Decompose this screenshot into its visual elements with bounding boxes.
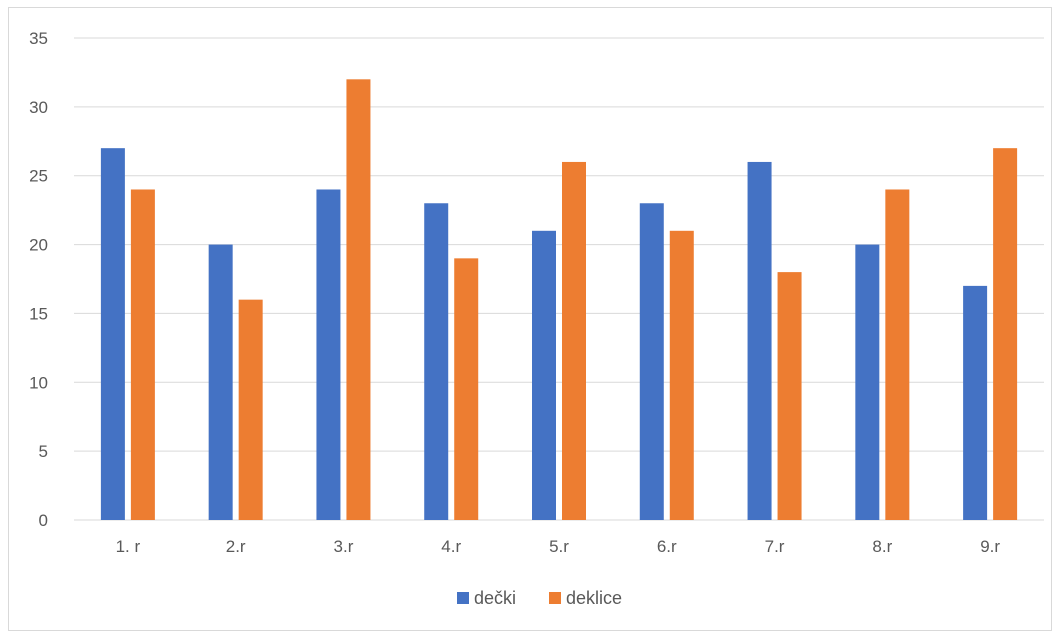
x-tick-label: 2.r [226, 537, 246, 556]
bar-decki [747, 161, 772, 520]
x-tick-label: 3.r [334, 537, 354, 556]
x-tick-label: 7.r [765, 537, 785, 556]
y-tick-label: 20 [29, 236, 48, 255]
bar-deklice [993, 148, 1018, 520]
y-tick-label: 35 [29, 29, 48, 48]
legend-swatch [457, 592, 469, 604]
bar-decki [639, 203, 664, 520]
bar-decki [532, 230, 556, 521]
gridlines [74, 37, 1044, 521]
x-tick-label: 1. r [116, 537, 141, 556]
x-tick-label: 6.r [657, 537, 677, 556]
y-axis-ticks: 0 5 10 15 20 25 30 35 [29, 29, 48, 530]
bar-deklice [885, 189, 910, 520]
y-tick-label: 5 [39, 442, 48, 461]
y-tick-label: 15 [29, 304, 48, 323]
y-tick-label: 0 [39, 511, 48, 530]
bar-decki [316, 189, 341, 520]
bar-deklice [346, 79, 371, 521]
bar-deklice [238, 299, 263, 520]
bar-deklice [562, 161, 586, 520]
y-tick-label: 10 [29, 373, 48, 392]
bar-decki [424, 203, 449, 520]
bar-decki [208, 244, 233, 521]
bar-decki [963, 285, 988, 520]
legend: dečki deklice [457, 588, 622, 608]
x-tick-label: 9.r [980, 537, 1000, 556]
bar-decki [100, 148, 125, 520]
x-axis-ticks: 1. r 2.r 3.r 4.r 5.r 6.r 7.r 8.r 9.r [116, 537, 1001, 556]
x-tick-label: 4.r [441, 537, 461, 556]
bar-deklice [777, 272, 802, 520]
bar-deklice [130, 189, 155, 520]
legend-label: deklice [566, 588, 622, 608]
bars [100, 79, 1018, 521]
bar-deklice [669, 230, 694, 521]
y-tick-label: 30 [29, 98, 48, 117]
legend-label: dečki [474, 588, 516, 608]
y-tick-label: 25 [29, 167, 48, 186]
bar-decki [855, 244, 880, 521]
x-tick-label: 5.r [549, 537, 569, 556]
x-tick-label: 8.r [872, 537, 892, 556]
bar-deklice [454, 258, 479, 520]
legend-swatch [549, 592, 561, 604]
